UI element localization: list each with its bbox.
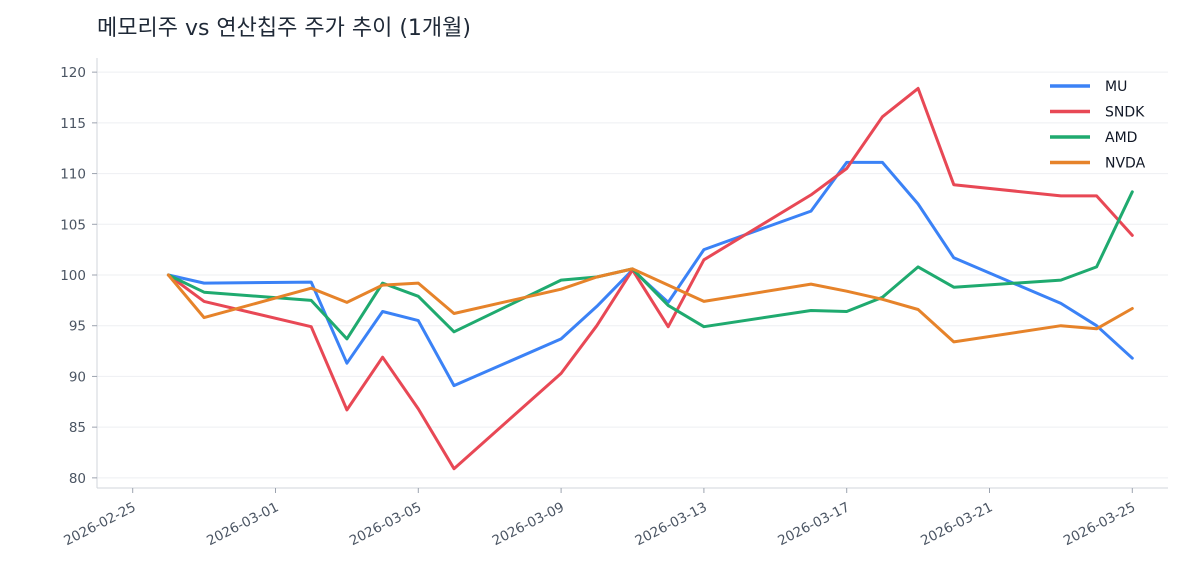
chart-title: 메모리주 vs 연산칩주 주가 추이 (1개월) xyxy=(97,16,471,41)
series-line-sndk xyxy=(166,86,1134,471)
x-tick-label: 2026-03-17 xyxy=(775,499,852,549)
y-tick-label: 90 xyxy=(69,369,86,385)
y-tick-label: 110 xyxy=(60,167,86,183)
x-tick-label: 2026-03-05 xyxy=(347,499,424,549)
y-tick-label: 115 xyxy=(60,116,86,132)
x-tick-label: 2026-03-25 xyxy=(1061,499,1138,549)
series-line-nvda xyxy=(166,267,1134,344)
legend-label-sndk: SNDK xyxy=(1105,105,1145,121)
y-axis-ticks: 80 85 90 95 100 105 110 115 120 xyxy=(60,65,97,487)
x-tick-label: 2026-03-01 xyxy=(204,499,281,549)
x-tick-label: 2026-03-09 xyxy=(490,499,567,549)
grid-lines xyxy=(97,71,1168,479)
y-tick-label: 80 xyxy=(69,471,86,487)
y-tick-label: 105 xyxy=(60,217,86,233)
y-tick-label: 120 xyxy=(60,65,86,81)
x-tick-label: 2026-03-13 xyxy=(633,499,710,549)
legend-label-nvda: NVDA xyxy=(1105,156,1146,172)
legend-label-amd: AMD xyxy=(1105,130,1137,146)
y-tick-label: 85 xyxy=(69,420,86,436)
x-tick-label: 2026-02-25 xyxy=(61,499,138,549)
x-tick-label: 2026-03-21 xyxy=(918,499,995,549)
series-lines xyxy=(166,86,1134,471)
legend-label-mu: MU xyxy=(1105,79,1127,95)
series-line-amd xyxy=(166,190,1134,341)
legend: MU SNDK AMD NVDA xyxy=(1050,79,1146,172)
y-tick-label: 100 xyxy=(60,268,86,284)
x-axis-ticks: 2026-02-25 2026-03-01 2026-03-05 2026-03-09… xyxy=(61,488,1138,549)
y-tick-label: 95 xyxy=(69,319,86,335)
series-line-mu xyxy=(166,160,1134,388)
